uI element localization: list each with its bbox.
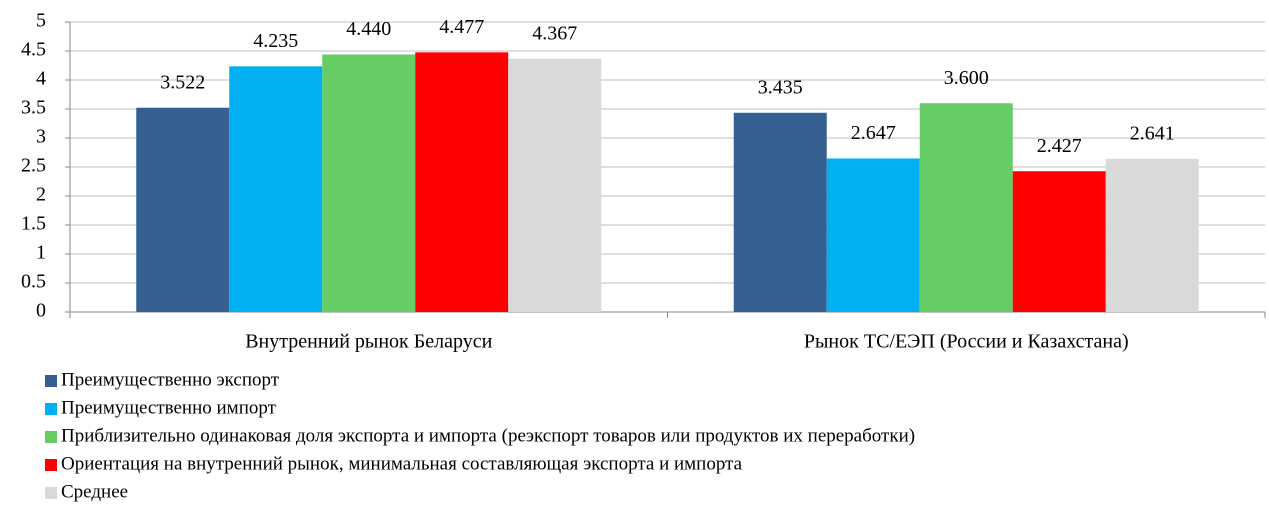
y-tick-label: 4.5 <box>21 39 46 61</box>
y-tick-label: 0.5 <box>21 271 46 293</box>
data-label: 4.235 <box>253 30 298 52</box>
bar <box>919 103 1013 312</box>
legend-swatch <box>45 487 57 499</box>
legend-label: Среднее <box>61 481 128 502</box>
data-label: 3.522 <box>160 71 205 93</box>
legend-label: Преимущественно импорт <box>61 397 277 418</box>
legend-swatch <box>45 403 57 415</box>
bar <box>136 107 230 312</box>
x-tick-label: Рынок ТС/ЕЭП (России и Казахстана) <box>804 331 1129 353</box>
bar <box>733 112 827 313</box>
data-label: 4.477 <box>439 16 484 38</box>
legend-label: Преимущественно экспорт <box>61 369 280 390</box>
bar <box>229 66 323 313</box>
bar <box>1012 171 1106 312</box>
legend-swatch <box>45 375 57 387</box>
data-label: 3.600 <box>944 67 989 89</box>
y-tick-label: 3 <box>36 126 46 148</box>
bar <box>1105 158 1199 312</box>
data-label: 4.440 <box>346 18 391 40</box>
y-tick-label: 2.5 <box>21 155 46 177</box>
y-tick-label: 4 <box>36 68 46 90</box>
data-label: 4.367 <box>532 22 577 44</box>
y-tick-label: 1 <box>36 242 46 264</box>
y-tick-label: 5 <box>36 10 46 32</box>
y-tick-label: 3.5 <box>21 97 46 119</box>
legend-label: Ориентация на внутренний рынок, минималь… <box>61 453 743 474</box>
bar <box>322 54 416 312</box>
data-label: 2.427 <box>1037 135 1082 157</box>
legend-label: Приблизительно одинаковая доля экспорта … <box>61 425 915 446</box>
y-tick-label: 0 <box>36 300 46 322</box>
data-label: 2.641 <box>1130 122 1175 144</box>
y-tick-label: 1.5 <box>21 213 46 235</box>
legend-swatch <box>45 431 57 443</box>
x-tick-label: Внутренний рынок Беларуси <box>245 331 492 353</box>
bar <box>508 58 602 312</box>
data-label: 2.647 <box>851 122 896 144</box>
bar <box>826 158 920 312</box>
data-label: 3.435 <box>758 76 803 98</box>
y-tick-label: 2 <box>36 184 46 206</box>
legend-swatch <box>45 459 57 471</box>
bar <box>415 52 509 313</box>
